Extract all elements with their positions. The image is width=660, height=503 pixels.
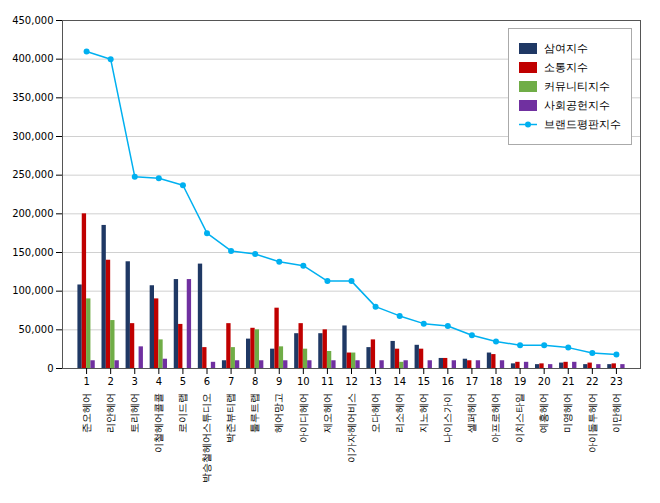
svg-text:14: 14	[393, 376, 406, 387]
svg-text:250,000: 250,000	[12, 169, 53, 180]
svg-text:로이드랩: 로이드랩	[177, 393, 188, 433]
svg-text:2: 2	[107, 376, 113, 387]
svg-text:박승철헤어스튜디오: 박승철헤어스튜디오	[201, 393, 212, 483]
svg-text:제오헤어: 제오헤어	[322, 393, 333, 433]
svg-text:리소헤어: 리소헤어	[394, 393, 405, 433]
html-text:사회공헌지수: 사회공헌지수	[544, 99, 610, 112]
svg-text:이가자헤어비스: 이가자헤어비스	[346, 393, 357, 463]
svg-text:예홍헤어: 예홍헤어	[538, 393, 549, 433]
svg-text:20: 20	[538, 376, 551, 387]
svg-text:350,000: 350,000	[12, 92, 53, 103]
svg-text:21: 21	[562, 376, 575, 387]
svg-text:12: 12	[345, 376, 358, 387]
svg-text:6: 6	[204, 376, 210, 387]
svg-text:이만헤어: 이만헤어	[611, 393, 622, 433]
svg-text:아이디헤어: 아이디헤어	[298, 393, 309, 443]
html-text:삼여지수: 삼여지수	[544, 42, 588, 55]
svg-text:아프로헤어: 아프로헤어	[490, 393, 501, 443]
svg-text:셀퍼헤어: 셀퍼헤어	[466, 393, 477, 433]
html-text:브랜드평판지수: 브랜드평판지수	[544, 118, 621, 131]
svg-text:450,000: 450,000	[12, 15, 53, 26]
svg-text:이치스타일: 이치스타일	[514, 393, 525, 443]
svg-text:아이돌투헤어: 아이돌투헤어	[587, 393, 598, 453]
svg-text:13: 13	[369, 376, 382, 387]
svg-text:5: 5	[180, 376, 186, 387]
svg-text:16: 16	[441, 376, 454, 387]
svg-text:오다헤어: 오다헤어	[370, 393, 381, 433]
html-text:소통지수: 소통지수	[544, 61, 588, 74]
svg-text:23: 23	[610, 376, 623, 387]
svg-text:10: 10	[297, 376, 310, 387]
svg-text:19: 19	[514, 376, 527, 387]
svg-text:100,000: 100,000	[12, 285, 53, 296]
svg-text:리안헤어: 리안헤어	[105, 393, 116, 433]
svg-text:1: 1	[83, 376, 89, 387]
svg-text:9: 9	[276, 376, 282, 387]
svg-text:15: 15	[417, 376, 430, 387]
svg-text:200,000: 200,000	[12, 208, 53, 219]
svg-text:4: 4	[156, 376, 162, 387]
svg-text:17: 17	[466, 376, 479, 387]
svg-text:400,000: 400,000	[12, 53, 53, 64]
svg-text:토리헤어: 토리헤어	[129, 393, 140, 433]
svg-text:150,000: 150,000	[12, 247, 53, 258]
svg-text:헤어망고: 헤어망고	[273, 393, 284, 433]
svg-text:툴루트랩: 툴루트랩	[249, 393, 260, 433]
svg-text:8: 8	[252, 376, 258, 387]
svg-text:300,000: 300,000	[12, 131, 53, 142]
svg-text:3: 3	[132, 376, 138, 387]
svg-text:0: 0	[47, 363, 53, 374]
svg-text:미영헤어: 미영헤어	[562, 393, 573, 433]
svg-text:11: 11	[321, 376, 334, 387]
svg-text:이철헤어콜콜: 이철헤어콜콜	[153, 393, 164, 453]
svg-text:50,000: 50,000	[19, 324, 54, 335]
svg-text:7: 7	[228, 376, 234, 387]
html-text:커뮤니티지수: 커뮤니티지수	[544, 80, 610, 93]
svg-text:준오헤어: 준오헤어	[81, 393, 92, 433]
svg-text:18: 18	[490, 376, 503, 387]
svg-text:박준뷰티랩: 박준뷰티랩	[225, 393, 236, 443]
svg-text:22: 22	[586, 376, 599, 387]
svg-text:지노헤어: 지노헤어	[418, 393, 429, 433]
svg-text:나이스가이: 나이스가이	[442, 393, 453, 443]
